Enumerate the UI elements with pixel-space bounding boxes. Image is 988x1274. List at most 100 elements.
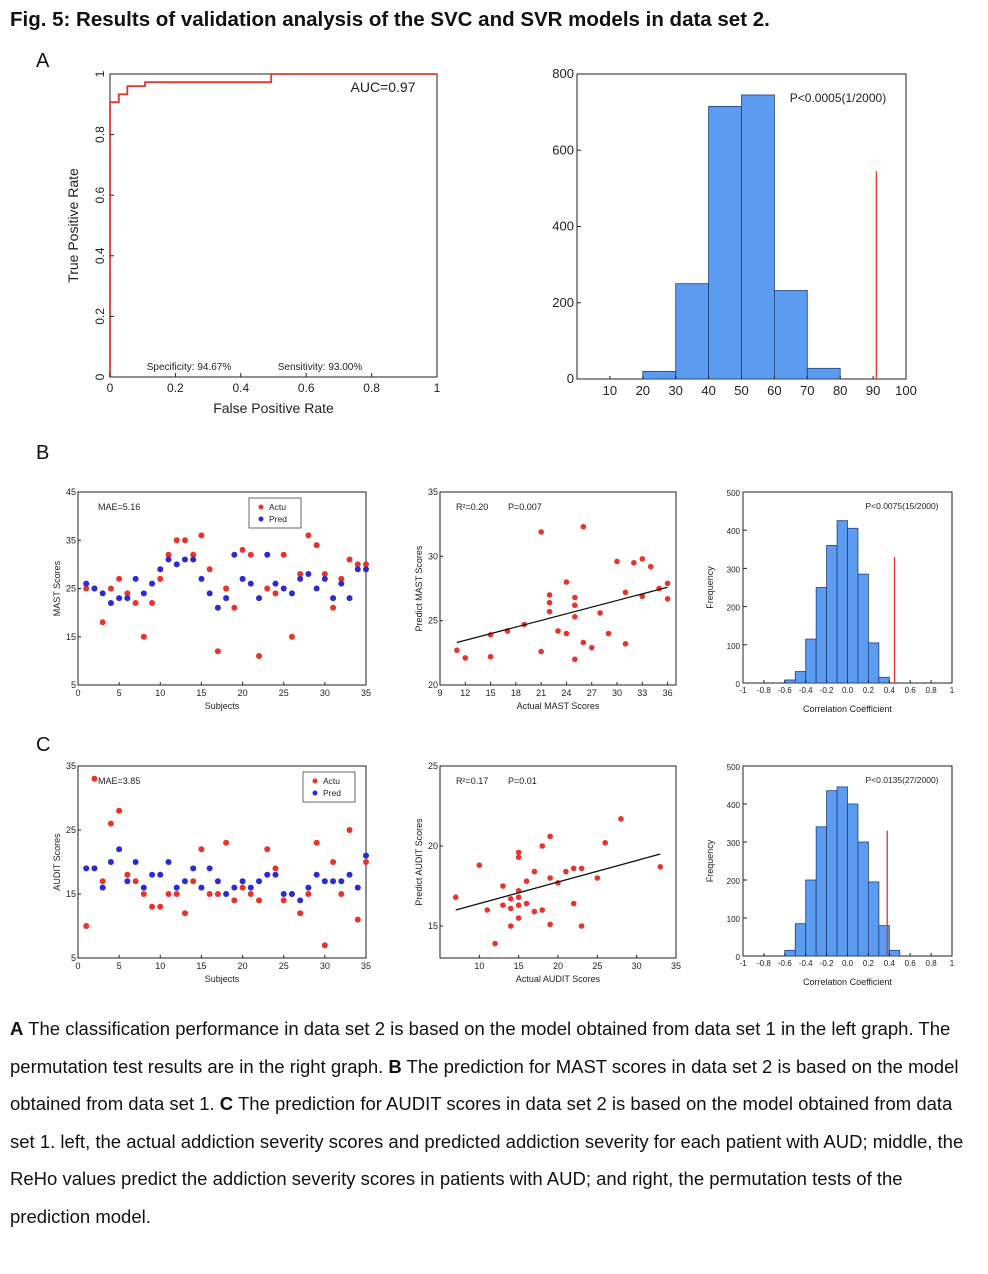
audit_reg-point	[515, 902, 522, 908]
perm_a-xtick-label: 20	[636, 383, 650, 398]
perm_c-bar	[805, 879, 817, 957]
mast_scores-pred-point	[132, 575, 139, 582]
mast_scores-ytick-label: 25	[66, 584, 76, 594]
audit_scores-legend-marker	[312, 790, 318, 796]
mast_reg-xlabel: Actual MAST Scores	[517, 701, 600, 711]
panel-letter-b: B	[36, 442, 50, 464]
mast_reg-point	[572, 656, 578, 663]
audit_reg-p-label: P=0.01	[508, 776, 537, 786]
audit_scores-pred-point	[107, 859, 114, 865]
perm_b-annotation: P<0.0075(15/2000)	[865, 501, 938, 511]
mast_reg-point	[546, 592, 553, 598]
perm_c-ytick-label: 100	[727, 915, 741, 924]
mast_reg-point	[647, 563, 654, 570]
audit_scores-actu-point	[206, 891, 213, 897]
perm_c-bar	[857, 841, 869, 957]
mast_scores-ytick-label: 5	[71, 680, 76, 690]
mast_scores-pred-point	[223, 595, 230, 602]
audit_scores-pred-point	[231, 884, 238, 891]
perm_c-ytick-label: 200	[727, 877, 741, 886]
audit_scores-legend-box	[302, 771, 356, 803]
perm_a-annotation: P<0.0005(1/2000)	[790, 91, 886, 105]
mast_reg-xtick-label: 9	[437, 688, 442, 698]
audit_reg-point	[515, 915, 522, 921]
audit_scores-actu-point	[363, 859, 369, 865]
mast_scores-actu-point	[247, 551, 254, 558]
mast_scores-pred-point	[83, 580, 90, 587]
mast_scores-pred-point	[173, 561, 180, 568]
mast_scores-pred-point	[338, 580, 345, 587]
mast_scores-actu-point	[173, 537, 180, 544]
audit_scores-pred-point	[165, 859, 172, 865]
mast_reg-point	[631, 559, 637, 566]
mast_reg-point	[538, 648, 544, 655]
roc-ytick-label: 0.4	[93, 247, 107, 264]
audit_reg-point	[563, 868, 569, 875]
audit_scores-pred-point	[83, 865, 90, 872]
audit_scores-pred-point	[354, 884, 361, 891]
roc-xtick-label: 0.2	[167, 381, 184, 395]
perm_c-xtick-label: -1	[739, 959, 747, 968]
audit_scores-xtick-label: 25	[279, 961, 289, 971]
audit_scores-actu-point	[107, 820, 114, 827]
mast_reg-xtick-label: 24	[561, 688, 571, 698]
audit_scores-pred-point	[338, 878, 345, 885]
audit_scores-xtick-label: 30	[320, 961, 330, 971]
mast_reg-point	[572, 602, 578, 609]
mast_scores-pred-point	[272, 580, 279, 587]
mast_scores-pred-point	[363, 566, 369, 573]
mast_scores-actu-point	[132, 599, 139, 606]
perm_c-bar	[868, 881, 880, 957]
roc-curve	[109, 73, 437, 377]
audit_reg-point	[492, 940, 498, 947]
mast_scores-actu-point	[165, 551, 172, 558]
perm_b-xtick-label: 0.0	[842, 686, 854, 695]
mast_reg-p-label: P=0.007	[508, 502, 542, 512]
perm_b-bar	[836, 520, 848, 684]
mast_reg-ytick-label: 35	[428, 487, 438, 497]
roc-ytick-label: 0.8	[93, 126, 107, 143]
perm_c-annotation: P<0.0135(27/2000)	[865, 775, 938, 785]
mast_reg-fit-line	[456, 586, 668, 644]
perm_b-xtick-label: -0.8	[757, 686, 771, 695]
audit_scores-xlabel: Subjects	[205, 974, 240, 984]
audit_scores-xtick-label: 15	[196, 961, 206, 971]
audit_scores-mae-label: MAE=3.85	[98, 776, 140, 786]
perm_b-ytick-label: 200	[727, 604, 741, 613]
audit_reg-point	[547, 833, 553, 840]
mast_scores-pred-point	[140, 590, 147, 597]
perm_a-xtick-label: 50	[734, 383, 748, 398]
roc-xtick-label: 0.4	[232, 381, 249, 395]
mast_scores-actu-point	[346, 556, 353, 563]
audit_scores-actu-point	[124, 871, 131, 878]
audit_scores-pred-point	[313, 871, 320, 878]
perm_b-xtick-label: 0.4	[884, 686, 896, 695]
audit_reg-xtick-label: 25	[592, 961, 602, 971]
audit_scores-pred-point	[305, 884, 312, 891]
perm_c-bar	[888, 949, 901, 957]
perm_c-xtick-label: -0.6	[778, 959, 792, 968]
mast_reg-point	[572, 614, 578, 620]
panel-letter-c: C	[36, 734, 51, 756]
mast_reg-xtick-label: 12	[460, 688, 470, 698]
audit_reg-point	[508, 923, 514, 929]
mast_scores-pred-point	[91, 585, 98, 592]
audit_reg-point	[476, 862, 483, 868]
mast_scores-actu-point	[363, 561, 369, 568]
audit_reg-point	[657, 864, 664, 870]
perm_c-bar	[826, 790, 838, 957]
perm_a-ytick-label: 800	[552, 66, 574, 81]
mast_scores-xtick-label: 25	[279, 688, 289, 698]
audit_scores-actu-point	[91, 775, 98, 782]
mast_scores-frame	[77, 491, 367, 686]
perm_a-bar	[741, 94, 775, 380]
mast_scores-xtick-label: 15	[196, 688, 206, 698]
mast_scores-actu-point	[288, 633, 295, 640]
perm_b-ylabel: Frequency	[705, 566, 715, 609]
audit_scores-legend-marker	[312, 778, 318, 784]
mast_scores-actu-point	[181, 537, 188, 544]
mast_scores-actu-point	[157, 575, 164, 582]
mast_reg-xtick-label: 30	[612, 688, 622, 698]
audit_scores-pred-point	[214, 878, 221, 885]
mast_scores-xtick-label: 35	[361, 688, 371, 698]
